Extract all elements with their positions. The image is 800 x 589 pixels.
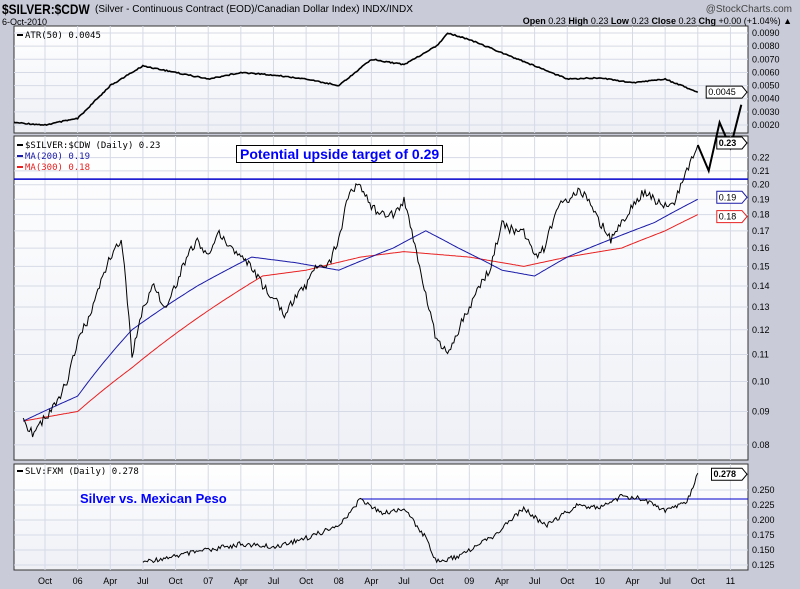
y-tick-label: 0.125 bbox=[752, 560, 775, 570]
target-annotation: Potential upside target of 0.29 bbox=[236, 145, 444, 163]
low-label: Low bbox=[610, 16, 629, 26]
y-tick-label: 0.12 bbox=[752, 325, 770, 335]
y-tick-label: 0.14 bbox=[752, 281, 770, 291]
atr-legend: ATR(50) 0.0045 bbox=[25, 31, 101, 41]
y-tick-label: 0.0080 bbox=[752, 41, 780, 51]
chg-label: Chg bbox=[698, 16, 717, 26]
x-tick-label: 11 bbox=[726, 576, 735, 586]
x-tick-label: Oct bbox=[560, 576, 575, 586]
y-tick-label: 0.19 bbox=[752, 194, 770, 204]
x-tick-label: 06 bbox=[73, 576, 83, 586]
x-tick-label: Oct bbox=[299, 576, 314, 586]
y-tick-label: 0.0050 bbox=[752, 81, 780, 91]
y-tick-label: 0.21 bbox=[752, 166, 770, 176]
y-tick-label: 0.175 bbox=[752, 530, 775, 540]
x-tick-label: Jul bbox=[137, 576, 149, 586]
y-tick-label: 0.09 bbox=[752, 406, 770, 416]
x-tick-label: Apr bbox=[495, 576, 509, 586]
quote-line: Open 0.23 High 0.23 Low 0.23 Close 0.23 … bbox=[522, 16, 792, 26]
high-value: 0.23 bbox=[590, 16, 609, 26]
chg-value: +0.00 (+1.04%) bbox=[718, 16, 781, 26]
description: (Silver - Continuous Contract (EOD)/Cana… bbox=[95, 4, 413, 15]
x-tick-label: Oct bbox=[430, 576, 445, 586]
ma200-legend: MA(200) 0.19 bbox=[25, 152, 90, 162]
y-tick-label: 0.0090 bbox=[752, 28, 780, 38]
x-tick-label: 09 bbox=[464, 576, 474, 586]
y-tick-label: 0.18 bbox=[752, 210, 770, 220]
x-tick-label: Apr bbox=[364, 576, 378, 586]
y-tick-label: 0.22 bbox=[752, 153, 770, 163]
y-tick-label: 0.08 bbox=[752, 440, 770, 450]
x-tick-label: Apr bbox=[103, 576, 117, 586]
y-tick-label: 0.15 bbox=[752, 261, 770, 271]
panel-atr bbox=[13, 25, 749, 134]
y-tick-label: 0.0070 bbox=[752, 54, 780, 64]
atr-last-value: 0.0045 bbox=[708, 87, 736, 97]
x-tick-label: Apr bbox=[626, 576, 640, 586]
y-tick-label: 0.0060 bbox=[752, 67, 780, 77]
y-tick-label: 0.10 bbox=[752, 377, 770, 387]
close-value: 0.23 bbox=[678, 16, 696, 26]
open-label: Open bbox=[522, 16, 546, 26]
y-tick-label: 0.250 bbox=[752, 485, 775, 495]
y-tick-label: 0.200 bbox=[752, 515, 775, 525]
slv-fxm-line bbox=[142, 472, 699, 564]
y-tick-label: 0.11 bbox=[752, 349, 769, 359]
y-tick-label: 0.20 bbox=[752, 180, 770, 190]
panel-price bbox=[13, 135, 749, 461]
y-tick-label: 0.150 bbox=[752, 545, 775, 555]
open-value: 0.23 bbox=[548, 16, 566, 26]
symbol: $SILVER:$CDW bbox=[2, 1, 90, 17]
slv-fxm-last-value: 0.278 bbox=[714, 469, 737, 479]
x-tick-label: Jul bbox=[268, 576, 280, 586]
date: 6-Oct-2010 bbox=[2, 17, 48, 27]
x-tick-label: Jul bbox=[398, 576, 410, 586]
x-tick-label: Oct bbox=[169, 576, 184, 586]
x-tick-label: 10 bbox=[595, 576, 605, 586]
high-label: High bbox=[568, 16, 589, 26]
ma200-last-value-box bbox=[716, 190, 748, 204]
slv-fxm-annotation: Silver vs. Mexican Peso bbox=[80, 491, 227, 506]
x-tick-label: 07 bbox=[203, 576, 213, 586]
close-label: Close bbox=[651, 16, 676, 26]
ma300-last-value: 0.18 bbox=[719, 212, 737, 222]
slv-fxm-legend: SLV:FXM (Daily) 0.278 bbox=[25, 467, 139, 477]
x-tick-label: 08 bbox=[334, 576, 344, 586]
x-tick-label: Oct bbox=[691, 576, 706, 586]
x-tick-label: Jul bbox=[659, 576, 671, 586]
price-last-value-box bbox=[716, 136, 748, 150]
y-tick-label: 0.17 bbox=[752, 226, 770, 236]
ma200-last-value: 0.19 bbox=[719, 192, 737, 202]
y-tick-label: 0.0030 bbox=[752, 107, 780, 117]
x-tick-label: Oct bbox=[38, 576, 53, 586]
y-tick-label: 0.0020 bbox=[752, 120, 780, 130]
price-legend: $SILVER:$CDW (Daily) 0.23 bbox=[25, 141, 160, 151]
slv-fxm-last-value-box bbox=[711, 467, 748, 481]
y-tick-label: 0.0040 bbox=[752, 94, 780, 104]
low-value: 0.23 bbox=[631, 16, 649, 26]
ma200-line bbox=[22, 198, 699, 422]
price-line bbox=[22, 144, 699, 438]
brand: @StockCharts.com bbox=[705, 4, 792, 15]
y-tick-label: 0.13 bbox=[752, 302, 770, 312]
ma300-line bbox=[23, 214, 699, 422]
y-tick-label: 0.225 bbox=[752, 500, 775, 510]
atr-last-value-box bbox=[705, 85, 748, 99]
ma300-legend: MA(300) 0.18 bbox=[25, 163, 90, 173]
panel-slv-fxm bbox=[13, 463, 749, 571]
ma300-last-value-box bbox=[716, 210, 748, 224]
y-tick-label: 0.16 bbox=[752, 243, 770, 253]
price-last-value: 0.23 bbox=[719, 138, 737, 148]
x-tick-label: Jul bbox=[529, 576, 541, 586]
x-tick-label: Apr bbox=[234, 576, 248, 586]
projection-zigzag bbox=[696, 104, 743, 175]
atr-line bbox=[14, 32, 699, 126]
